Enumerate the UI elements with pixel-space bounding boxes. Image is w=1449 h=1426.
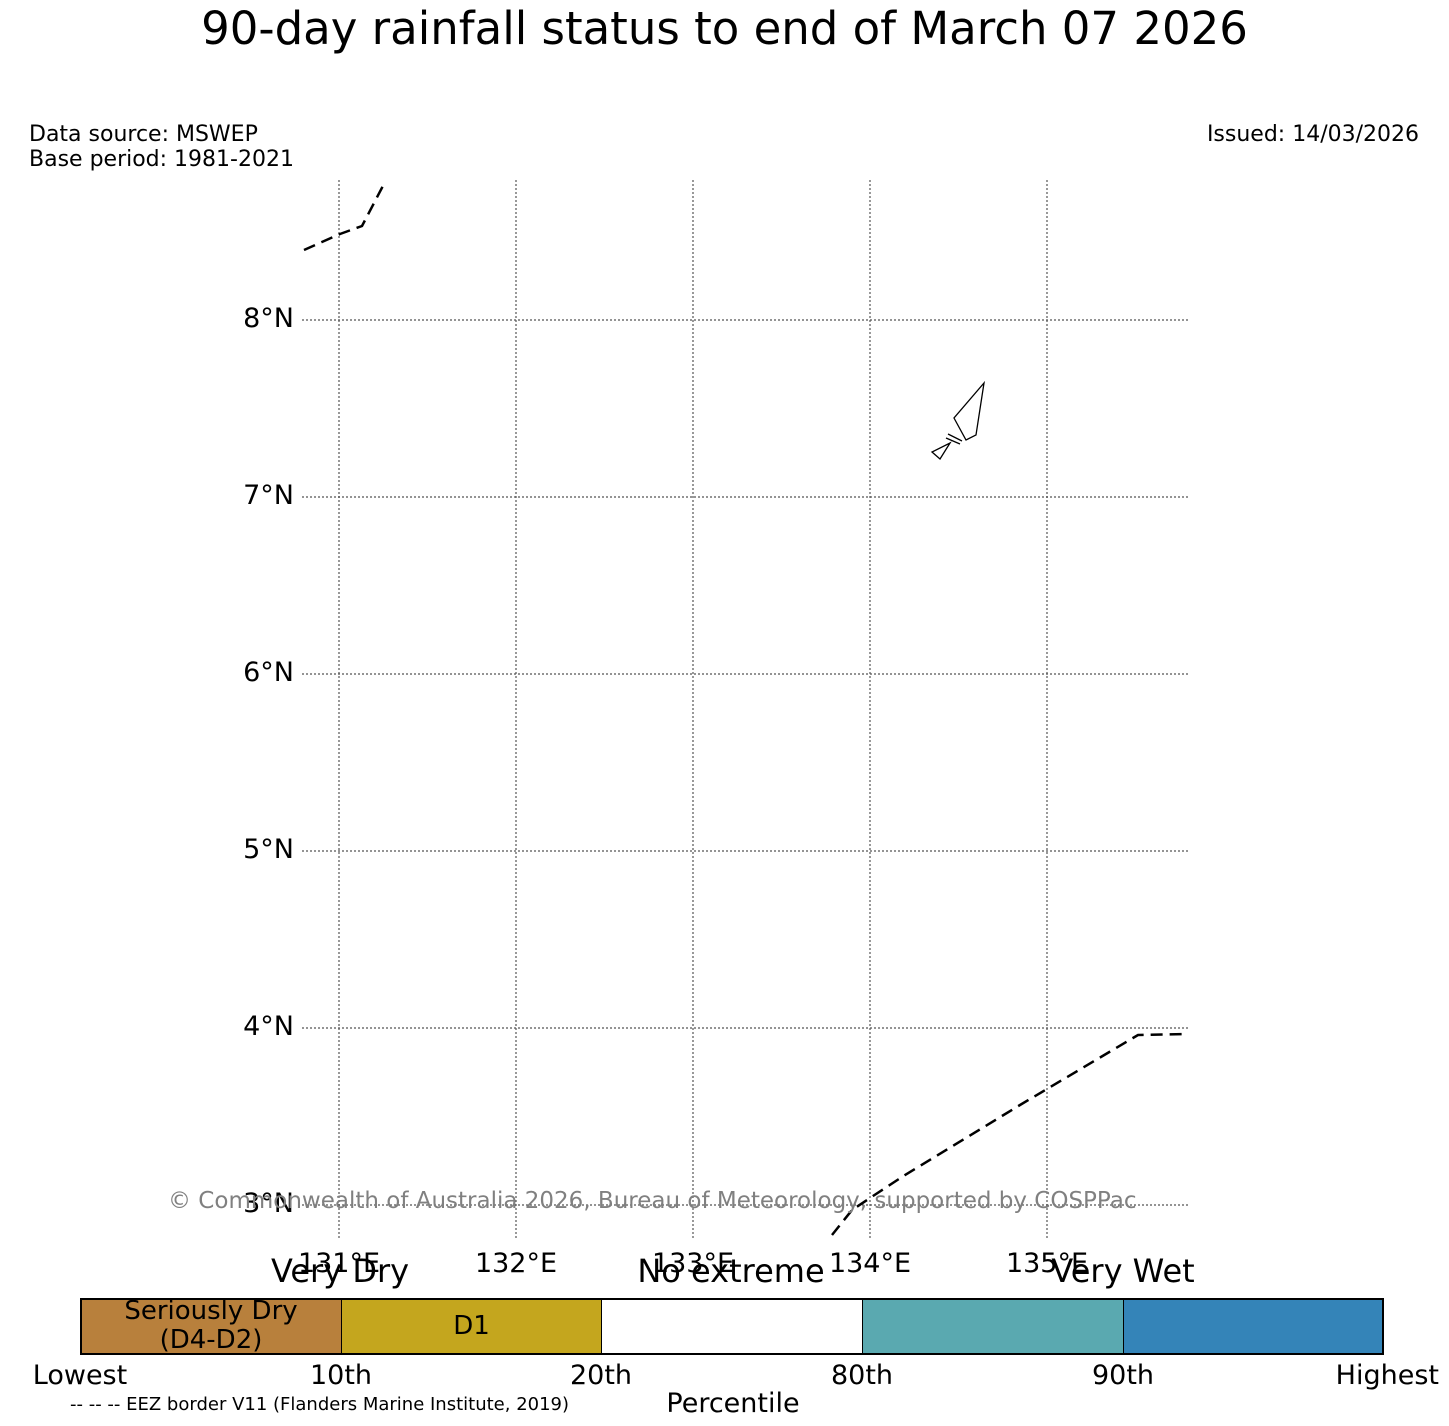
percentile-tick: 10th: [309, 1360, 373, 1391]
lon-label: 133°E: [651, 1248, 735, 1279]
lon-label: 135°E: [1005, 1248, 1089, 1279]
data-source-text: Data source: MSWEP: [29, 122, 258, 147]
legend-box-wet: [862, 1298, 1124, 1354]
copyright-notice: © Commonwealth of Australia 2026, Bureau…: [168, 1188, 1137, 1214]
legend-category-very-dry: Very Dry: [270, 1252, 410, 1290]
lon-label: 132°E: [474, 1248, 558, 1279]
legend-box-no-extreme: [601, 1298, 863, 1354]
legend-category-very-wet: Very Wet: [1051, 1252, 1195, 1290]
source-info: Data source: MSWEP Base period: 1981-202…: [29, 122, 294, 172]
percentile-tick: 80th: [830, 1360, 894, 1391]
legend-box-seriously-dry: Seriously Dry (D4-D2): [80, 1297, 342, 1355]
island-rock-2: [945, 437, 961, 445]
colorbar-frame: [80, 1298, 1384, 1355]
legend-category-no-extreme: No extreme: [637, 1252, 825, 1290]
lon-label: 134°E: [828, 1248, 912, 1279]
island-peleliu: [930, 441, 952, 460]
percentile-tick: 90th: [1091, 1360, 1155, 1391]
eez-border-north: [303, 181, 387, 252]
lat-gridlines: [302, 319, 1190, 1206]
palau-islands: [930, 380, 985, 460]
base-period-text: Base period: 1981-2021: [29, 147, 294, 172]
island-rock-1: [947, 433, 963, 442]
lon-label: 131°E: [297, 1248, 381, 1279]
lat-label: 4°N: [243, 1011, 294, 1042]
issued-date: Issued: 14/03/2026: [1206, 122, 1419, 147]
lon-gridlines: [338, 180, 1048, 1240]
lat-label: 3°N: [243, 1188, 294, 1219]
lat-label: 8°N: [243, 303, 294, 334]
lat-label: 6°N: [243, 657, 294, 688]
map-area: [302, 180, 1190, 1240]
lat-label: 5°N: [243, 834, 294, 865]
lat-label: 7°N: [243, 480, 294, 511]
percentile-axis-label: Percentile: [666, 1388, 800, 1419]
percentile-tick: 20th: [569, 1360, 633, 1391]
percentile-tick: Highest: [1335, 1360, 1439, 1391]
eez-border-south: [831, 1032, 1186, 1236]
eez-note: -- -- -- EEZ border V11 (Flanders Marine…: [70, 1394, 570, 1415]
map-title: 90-day rainfall status to end of March 0…: [201, 2, 1248, 55]
percentile-tick: Lowest: [32, 1360, 128, 1391]
island-babeldaob: [953, 380, 985, 441]
